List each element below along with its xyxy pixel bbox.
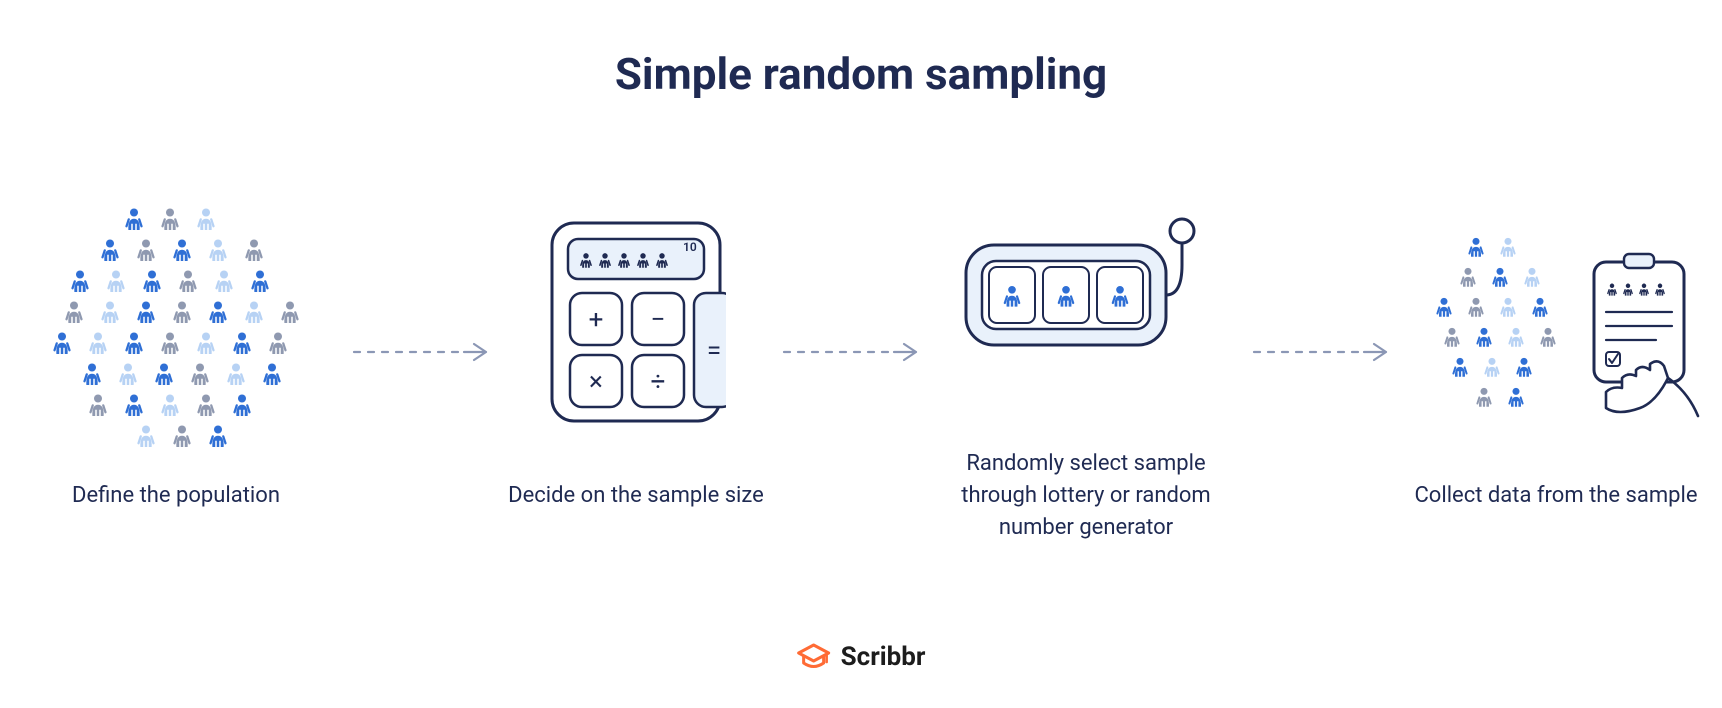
svg-text:÷: ÷ bbox=[651, 367, 666, 397]
step-collect-data: Collect data from the sample bbox=[1396, 192, 1716, 512]
arrow-icon bbox=[776, 222, 926, 482]
svg-text:+: + bbox=[589, 305, 604, 335]
svg-text:−: − bbox=[651, 305, 666, 335]
calculator-illustration: 10 + − × ÷ = bbox=[546, 192, 726, 452]
infographic-card: Simple random sampling Define the popula… bbox=[0, 0, 1722, 708]
slot-machine-illustration bbox=[956, 160, 1216, 420]
svg-text:10: 10 bbox=[683, 240, 697, 254]
brand-name: Scribbr bbox=[841, 642, 926, 672]
step-caption: Define the population bbox=[72, 480, 280, 512]
arrow-icon bbox=[1246, 222, 1396, 482]
collect-data-illustration bbox=[1406, 192, 1706, 452]
step-caption: Decide on the sample size bbox=[508, 480, 764, 512]
step-caption: Collect data from the sample bbox=[1414, 480, 1697, 512]
brand-logo: Scribbr bbox=[797, 642, 926, 672]
arrow-icon bbox=[346, 222, 496, 482]
step-sample-size: 10 + − × ÷ = Decide on the sample size bbox=[496, 192, 776, 512]
graduation-cap-icon bbox=[797, 642, 831, 672]
flow-row: Define the population 10 + − × ÷ = Decide on … bbox=[0, 160, 1722, 544]
step-caption: Randomly select sample through lottery o… bbox=[926, 448, 1246, 544]
svg-text:=: = bbox=[707, 336, 721, 366]
page-title: Simple random sampling bbox=[615, 48, 1107, 100]
svg-text:×: × bbox=[589, 367, 603, 397]
population-illustration bbox=[26, 192, 326, 452]
step-define-population: Define the population bbox=[6, 192, 346, 512]
step-random-select: Randomly select sample through lottery o… bbox=[926, 160, 1246, 544]
